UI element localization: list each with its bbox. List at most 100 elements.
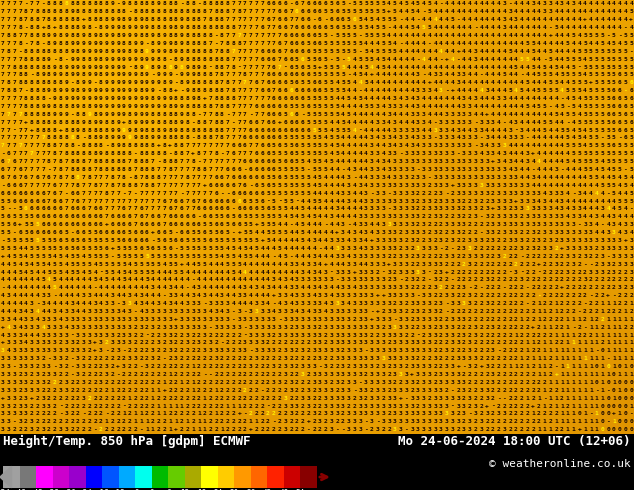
Bar [135, 466, 152, 488]
Text: 3: 3 [439, 412, 443, 416]
Text: 2: 2 [203, 388, 207, 393]
Text: 3: 3 [65, 317, 68, 322]
Text: -: - [289, 254, 293, 259]
Text: 3: 3 [358, 372, 362, 377]
Text: 3: 3 [145, 309, 149, 314]
Text: 6: 6 [220, 206, 224, 212]
Text: 3: 3 [548, 9, 552, 14]
Text: 3: 3 [7, 419, 11, 424]
Text: 6: 6 [243, 135, 247, 141]
Text: 4: 4 [560, 80, 564, 85]
Text: 4: 4 [399, 120, 403, 125]
Text: 3: 3 [272, 325, 276, 330]
Text: 6: 6 [318, 1, 322, 6]
Text: 3: 3 [508, 222, 512, 227]
Text: 3: 3 [330, 341, 333, 345]
Text: 3: 3 [18, 404, 22, 409]
Text: 8: 8 [36, 73, 39, 77]
Text: 4: 4 [358, 135, 362, 141]
Text: 3: 3 [335, 356, 339, 361]
Text: 4: 4 [572, 49, 576, 54]
Text: 3: 3 [427, 325, 431, 330]
Text: 3: 3 [30, 341, 34, 345]
Text: 7: 7 [243, 96, 247, 101]
Text: 4: 4 [330, 167, 333, 172]
Text: 8: 8 [139, 9, 143, 14]
Text: 2: 2 [416, 198, 420, 203]
Text: 3: 3 [416, 183, 420, 188]
Text: 9: 9 [134, 135, 138, 141]
Text: 2: 2 [578, 254, 581, 259]
Text: +: + [554, 372, 558, 377]
Text: 3: 3 [439, 88, 443, 93]
Text: 2: 2 [520, 293, 524, 298]
Text: 2: 2 [122, 395, 126, 401]
Text: 4: 4 [179, 293, 183, 298]
Text: 6: 6 [65, 214, 68, 220]
Text: 2: 2 [456, 246, 460, 251]
Text: 3: 3 [566, 230, 569, 235]
Text: 5: 5 [13, 262, 16, 267]
Text: 3: 3 [393, 388, 397, 393]
Text: 4: 4 [560, 9, 564, 14]
Text: 6: 6 [24, 206, 28, 212]
Text: 5: 5 [249, 254, 252, 259]
Text: 2: 2 [433, 293, 437, 298]
Text: 4: 4 [606, 222, 610, 227]
Text: 2: 2 [243, 364, 247, 369]
Text: 2: 2 [520, 388, 524, 393]
Text: 2: 2 [433, 238, 437, 243]
Text: 2: 2 [612, 262, 616, 267]
Text: 5: 5 [330, 96, 333, 101]
Text: 5: 5 [537, 88, 541, 93]
Text: 8: 8 [203, 65, 207, 70]
Text: 9: 9 [128, 57, 132, 62]
Text: 4: 4 [427, 65, 431, 70]
Text: 3: 3 [370, 214, 373, 220]
Text: 6: 6 [220, 198, 224, 203]
Text: 3: 3 [399, 222, 403, 227]
Text: 3: 3 [468, 356, 472, 361]
Text: 2: 2 [116, 388, 120, 393]
Text: 5: 5 [623, 96, 627, 101]
Text: 8: 8 [110, 144, 114, 148]
Text: 7: 7 [203, 175, 207, 180]
Text: 7: 7 [128, 198, 132, 203]
Text: 8: 8 [58, 80, 62, 85]
Text: 3: 3 [606, 238, 610, 243]
Text: 3: 3 [451, 120, 455, 125]
Text: 4: 4 [583, 214, 587, 220]
Text: 4: 4 [589, 1, 593, 6]
Text: 2: 2 [526, 325, 529, 330]
Text: 4: 4 [600, 17, 604, 22]
Text: 3: 3 [410, 127, 414, 133]
Text: 6: 6 [243, 144, 247, 148]
Text: 3: 3 [214, 348, 218, 353]
Text: 2: 2 [226, 412, 230, 416]
Text: 8: 8 [185, 1, 189, 6]
Text: 3: 3 [375, 404, 379, 409]
Text: 6: 6 [93, 214, 97, 220]
Text: 7: 7 [209, 120, 212, 125]
Text: 6: 6 [47, 206, 51, 212]
Text: 5: 5 [295, 191, 299, 196]
Text: 4: 4 [358, 104, 362, 109]
Text: -: - [24, 25, 28, 30]
Text: 3: 3 [451, 364, 455, 369]
Text: 2: 2 [595, 254, 598, 259]
Text: 2: 2 [145, 341, 149, 345]
Text: 7: 7 [191, 144, 195, 148]
Text: 1: 1 [168, 427, 172, 432]
Text: 3: 3 [364, 270, 368, 274]
Text: 7: 7 [65, 167, 68, 172]
Text: 3: 3 [151, 309, 155, 314]
Text: 9: 9 [87, 49, 91, 54]
Text: 5: 5 [353, 25, 356, 30]
Text: 4: 4 [508, 151, 512, 156]
Text: 2: 2 [220, 356, 224, 361]
Text: 2: 2 [145, 412, 149, 416]
Text: 3: 3 [341, 372, 345, 377]
Text: -: - [70, 112, 74, 117]
Text: 5: 5 [324, 73, 328, 77]
Text: 7: 7 [122, 198, 126, 203]
